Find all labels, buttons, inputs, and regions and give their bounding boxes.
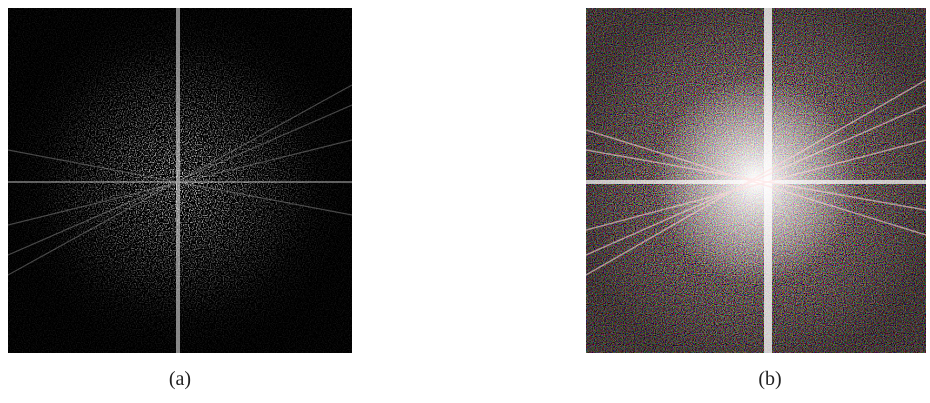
figure: (a) (b) (0, 0, 930, 403)
panel-b-image (586, 8, 926, 353)
panel-caption: (a) (169, 368, 191, 390)
panel-a-image (8, 8, 352, 353)
figure-page: {"figure": {"panels": [{"label": "(a)"},… (0, 0, 930, 403)
panel-caption: (b) (758, 368, 781, 390)
